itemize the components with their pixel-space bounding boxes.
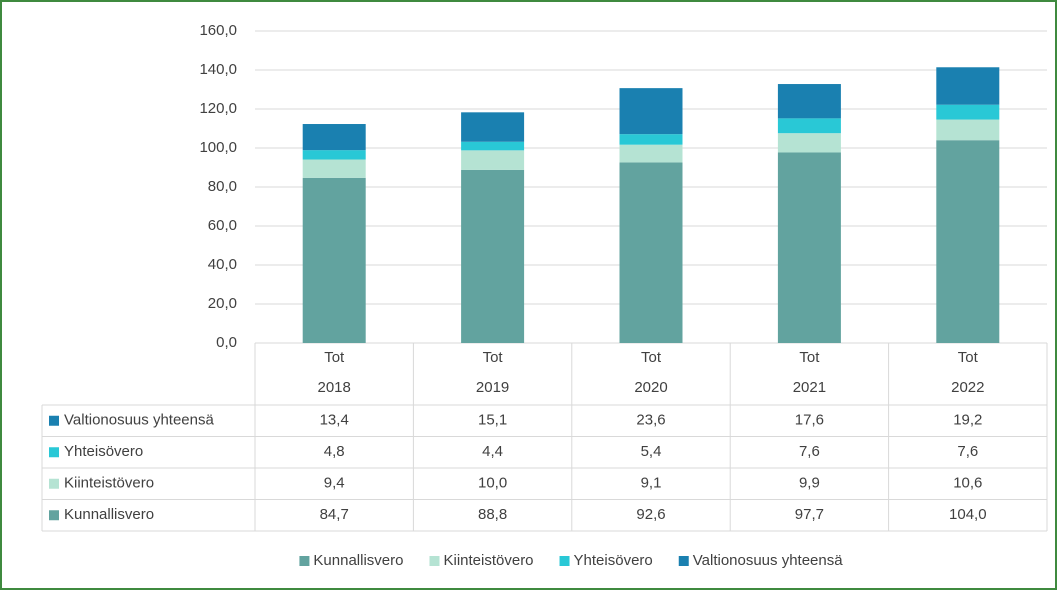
legend-key <box>559 556 570 566</box>
y-tick-label: 20,0 <box>208 295 237 312</box>
bar-segment <box>302 124 366 151</box>
legend-key <box>49 447 59 458</box>
y-tick-label: 80,0 <box>208 178 237 195</box>
table-row-label: Kiinteistövero <box>64 475 154 492</box>
bar-segment <box>777 152 841 343</box>
table-cell: 9,1 <box>641 475 662 492</box>
legend: Kunnallisvero Kiinteistövero Yhteisövero Va… <box>299 552 843 569</box>
y-tick-label: 40,0 <box>208 256 237 273</box>
table-cell: 97,7 <box>795 506 824 523</box>
legend-key <box>49 510 59 521</box>
legend-key <box>429 556 440 566</box>
x-tick-label: Tot <box>799 349 820 366</box>
bar-segment <box>461 112 525 142</box>
bar-segment <box>936 67 1000 105</box>
table-cell: 17,6 <box>795 412 824 429</box>
legend-key <box>678 556 689 566</box>
bar-segment <box>619 134 683 145</box>
bar-segment <box>302 159 366 178</box>
bar-segment <box>777 118 841 134</box>
legend-label: Kiinteistövero <box>443 552 533 569</box>
table-row-label: Valtionosuus yhteensä <box>64 412 214 429</box>
bar-segment <box>619 144 683 163</box>
y-tick-label: 60,0 <box>208 217 237 234</box>
table-cell: 88,8 <box>478 506 507 523</box>
bar-segment <box>302 177 366 343</box>
x-tick-label: 2019 <box>476 379 509 396</box>
x-tick-label: 2022 <box>951 379 984 396</box>
bar-segment <box>461 169 525 343</box>
x-tick-label: Tot <box>958 349 979 366</box>
table-cell: 4,8 <box>324 443 345 460</box>
bar-segment <box>302 150 366 160</box>
x-tick-label: Tot <box>483 349 504 366</box>
legend-label: Yhteisövero <box>574 552 653 569</box>
table-cell: 84,7 <box>320 506 349 523</box>
table-cell: 13,4 <box>320 412 349 429</box>
bar-segment <box>461 141 525 151</box>
legend-key <box>299 556 310 566</box>
bar-segment <box>936 104 1000 120</box>
bar-segment <box>936 119 1000 141</box>
table-cell: 10,6 <box>953 475 982 492</box>
legend-key <box>49 478 59 489</box>
y-tick-label: 160,0 <box>199 22 237 39</box>
table-row-label: Yhteisövero <box>64 443 143 460</box>
y-tick-label: 120,0 <box>199 100 237 117</box>
bar-segment <box>777 133 841 153</box>
bar-segment <box>777 84 841 119</box>
table-cell: 104,0 <box>949 506 987 523</box>
bar-segment <box>461 150 525 170</box>
bar-segment <box>619 162 683 343</box>
legend-key <box>49 415 59 426</box>
table-cell: 7,6 <box>957 443 978 460</box>
x-tick-label: 2020 <box>634 379 667 396</box>
table-cell: 9,9 <box>799 475 820 492</box>
x-tick-label: 2021 <box>793 379 826 396</box>
legend-label: Valtionosuus yhteensä <box>693 552 843 569</box>
table-cell: 9,4 <box>324 475 345 492</box>
y-tick-label: 140,0 <box>199 61 237 78</box>
table-cell: 92,6 <box>636 506 665 523</box>
y-tick-label: 100,0 <box>199 139 237 156</box>
table-cell: 23,6 <box>636 412 665 429</box>
bar-segment <box>619 88 683 135</box>
table-row-label: Kunnallisvero <box>64 506 154 523</box>
legend-label: Kunnallisvero <box>313 552 403 569</box>
table-cell: 5,4 <box>641 443 662 460</box>
table-cell: 15,1 <box>478 412 507 429</box>
table-cell: 4,4 <box>482 443 503 460</box>
x-tick-label: Tot <box>641 349 662 366</box>
table-cell: 10,0 <box>478 475 507 492</box>
bar-segment <box>936 140 1000 343</box>
x-tick-label: Tot <box>324 349 345 366</box>
table-cell: 19,2 <box>953 412 982 429</box>
table-cell: 7,6 <box>799 443 820 460</box>
x-tick-label: 2018 <box>318 379 351 396</box>
y-tick-label: 0,0 <box>216 334 237 351</box>
